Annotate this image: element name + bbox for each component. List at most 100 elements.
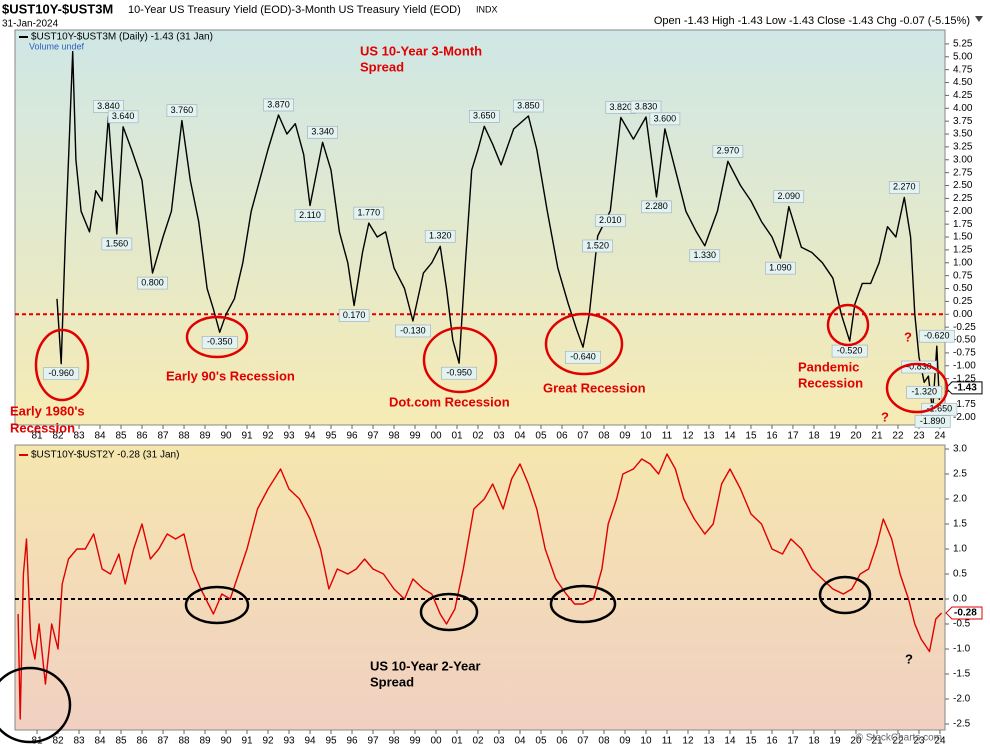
x-tick-label: 97 [367,431,379,442]
x-tick-label: 21 [871,736,883,744]
x-tick-label: 20 [850,736,862,744]
y-tick-label: -1.75 [953,399,976,410]
annotation: Recession [10,420,75,435]
y-tick-label: 2.5 [953,469,967,480]
x-tick-label: 83 [73,431,85,442]
x-tick-label: 11 [662,736,673,744]
value-label-box [441,366,478,380]
x-tick-label: 84 [94,431,106,442]
value-label: 3.640 [107,110,139,124]
x-tick-label: 09 [619,736,631,744]
x-tick-label: 11 [662,431,673,442]
y-tick-label: 0.00 [953,309,973,320]
x-tick-label: 02 [472,431,484,442]
value-label-text: -0.640 [570,352,596,362]
panel-top [14,29,946,426]
x-tick-label: 08 [598,431,610,442]
value-label-box [43,367,80,381]
value-label-text: 3.830 [635,101,658,111]
x-tick-label: 21 [871,431,883,442]
x-tick-label: 94 [304,431,316,442]
x-tick-label: 07 [577,431,589,442]
x-tick-label: 96 [346,736,358,744]
x-tick-label: 90 [220,431,232,442]
x-tick-label: 05 [535,736,547,744]
value-label-box [630,100,662,114]
y-tick-label: 1.50 [953,232,973,243]
y-tick-label: 4.75 [953,64,973,75]
subtitle: Volume undef [29,41,85,51]
value-label-text: 1.770 [358,207,381,217]
y-tick-label: -1.00 [953,360,976,371]
last-value-pointer [945,606,983,620]
value-label-text: -0.830 [906,361,932,371]
value-label-text: 3.640 [112,111,135,121]
value-label-text: -1.320 [911,387,937,397]
x-tick-label: 92 [262,431,274,442]
y-tick-label: -2.0 [953,694,971,705]
y-tick-label: 3.00 [953,154,973,165]
description: 10-Year US Treasury Yield (EOD)-3-Month … [128,4,461,16]
last-value-label: -0.28 [954,608,977,619]
x-tick-label: 96 [346,431,358,442]
value-label: 2.010 [594,214,626,228]
y-tick-label: 1.5 [953,519,967,530]
inversion-circles [0,575,872,744]
x-tick-label: 99 [409,431,421,442]
annotation: ? [904,329,912,344]
x-tick-label: 89 [199,736,211,744]
value-label-box [649,112,681,126]
annotation: US 10-Year 2-Year [370,658,481,673]
y-tick-label: 3.0 [953,444,967,455]
y-tick-label: 2.75 [953,167,973,178]
value-label-text: 3.650 [473,111,496,121]
x-tick-label: 82 [52,431,64,442]
value-label: -1.320 [906,385,943,399]
annotation: Pandemic [798,359,859,374]
y-tick-label: -1.25 [953,373,976,384]
y-tick-label: 1.00 [953,257,973,268]
value-label-box [307,125,338,139]
x-tick-label: 92 [262,736,274,744]
x-tick-label: 07 [577,736,589,744]
value-label-text: 2.280 [645,201,668,211]
x-tick-label: 87 [157,431,169,442]
x-tick-label: 12 [682,431,694,442]
value-label-text: -1.650 [927,404,953,414]
value-label-text: -0.350 [207,337,233,347]
last-value-label: -1.43 [954,383,977,394]
legend-entry: $UST10Y-$UST2Y -0.28 (31 Jan) [31,450,179,461]
menu-icon[interactable] [975,16,983,22]
x-tick-label: 14 [724,431,736,442]
y-tick-label: -0.5 [953,619,971,630]
value-label-box [353,206,385,220]
y-tick-label: 5.00 [953,51,973,62]
series-line [56,50,943,413]
x-tick-label: 22 [892,736,904,744]
y-tick-label: 2.00 [953,206,973,217]
x-tick-label: 95 [325,736,337,744]
value-label: 2.090 [773,190,805,203]
x-tick-label: 16 [766,736,778,744]
value-label: -0.640 [565,350,601,364]
value-label-box [294,209,326,222]
value-label: 2.280 [641,200,672,214]
value-label: -0.950 [441,366,478,380]
y-tick-label: 3.50 [953,129,973,140]
x-tick-label: 20 [850,431,862,442]
annotation: Early 1980's [10,403,85,418]
value-label-box [107,110,139,124]
value-label: 3.760 [166,104,198,117]
x-tick-label: 83 [73,736,85,744]
value-label-text: -0.130 [400,325,426,335]
y-tick-label: 4.00 [953,103,973,114]
value-label: 3.850 [513,99,544,113]
x-tick-label: 02 [472,736,484,744]
value-label-text: 0.800 [141,277,164,287]
annotation: Early 90's Recession [166,368,295,383]
x-tick-label: 88 [178,431,190,442]
x-tick-label: 23 [913,736,925,744]
x-tick-label: 18 [808,736,820,744]
x-tick-label: 15 [745,736,757,744]
